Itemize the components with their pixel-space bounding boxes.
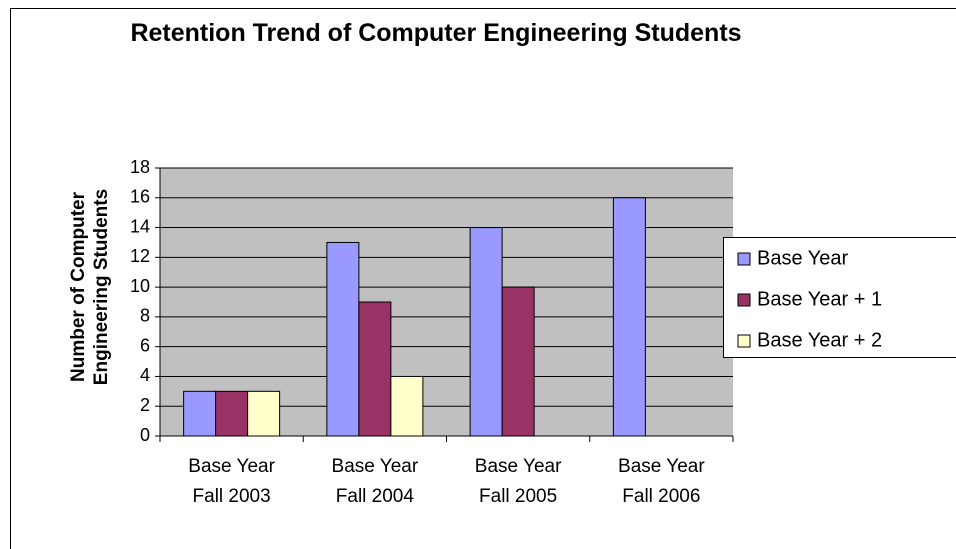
- legend-swatch: [737, 293, 751, 307]
- x-tick-label: Base Year Fall 2005: [474, 456, 562, 507]
- x-tick-label: Base Year Fall 2003: [188, 456, 275, 507]
- bar: [247, 390, 281, 437]
- y-tick-label: 14: [130, 216, 150, 236]
- chart-title: Retention Trend of Computer Engineering …: [130, 19, 742, 47]
- bar: [326, 241, 360, 437]
- y-tick-label: 6: [140, 335, 150, 355]
- legend-label: Base Year: [757, 247, 849, 269]
- y-tick-label: 12: [130, 246, 150, 266]
- legend-label: Base Year + 1: [757, 288, 882, 310]
- y-tick-label: 4: [140, 365, 150, 385]
- chart-border: [10, 8, 956, 549]
- bar: [215, 390, 249, 437]
- y-tick-label: 16: [130, 187, 150, 207]
- bar: [358, 301, 392, 437]
- y-tick-label: 10: [130, 276, 150, 296]
- legend-box: [723, 237, 956, 358]
- y-tick-label: 8: [140, 306, 150, 326]
- x-tick-label: Base Year Fall 2006: [618, 456, 705, 507]
- bar: [501, 286, 535, 437]
- bar: [469, 227, 503, 437]
- legend-label: Base Year + 2: [757, 329, 882, 351]
- bar: [183, 390, 217, 437]
- y-tick-label: 0: [140, 425, 150, 445]
- bar: [390, 375, 424, 437]
- y-tick-label: 18: [130, 157, 150, 177]
- y-tick-label: 2: [140, 395, 150, 415]
- y-axis-label: Number of Computer Engineering Students: [68, 188, 112, 386]
- x-tick-label: Base Year Fall 2004: [331, 456, 419, 507]
- legend-swatch: [737, 252, 751, 266]
- legend-swatch: [737, 334, 751, 348]
- bar: [612, 197, 646, 437]
